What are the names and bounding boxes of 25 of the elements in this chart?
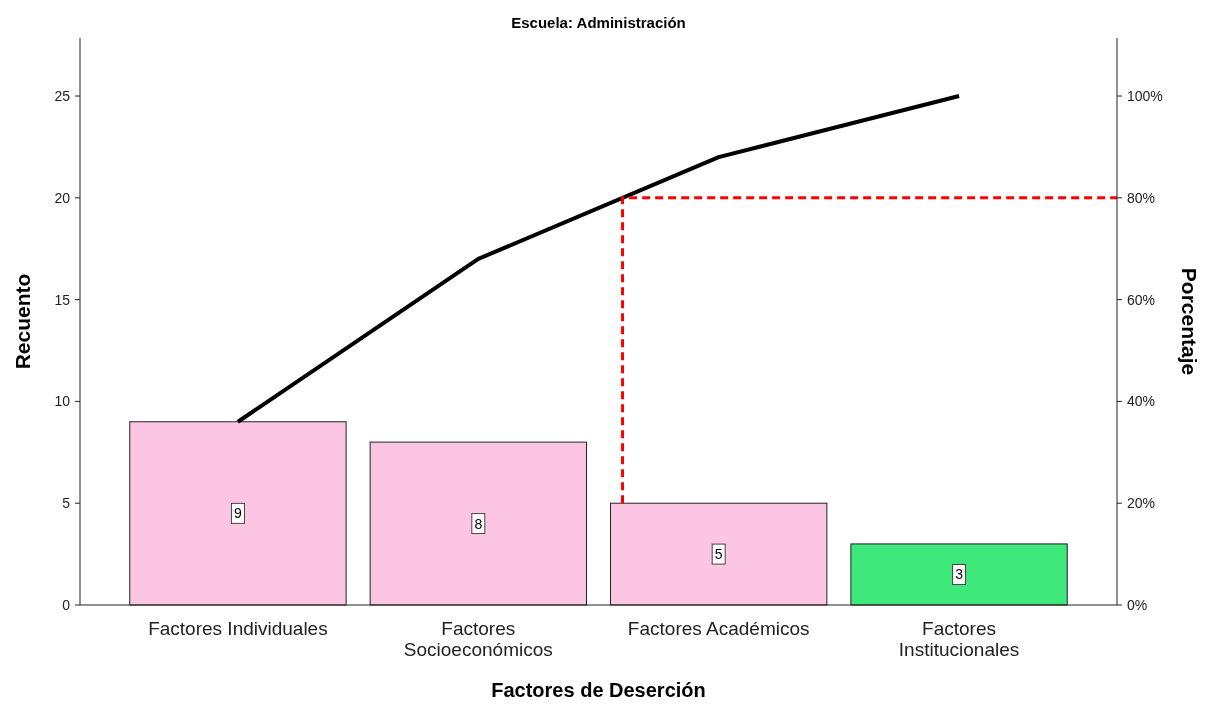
x-tick-label: Factores Individuales <box>148 618 328 639</box>
x-tick-label: Factores Académicos <box>627 618 810 639</box>
x-tick-label: Factores Institucionales <box>898 618 1020 660</box>
y2-tick-label: 20% <box>1127 495 1156 512</box>
y2-axis-title: Porcentaje <box>1178 267 1201 376</box>
y2-tick-label: 40% <box>1127 393 1156 410</box>
chart-title: Escuela: Administración <box>511 14 686 31</box>
y2-tick-label: 80% <box>1127 189 1156 206</box>
y-tick-label: 0 <box>62 597 71 613</box>
data-label: 9 <box>234 505 243 522</box>
x-axis-title: Factores de Deserción <box>491 679 706 701</box>
data-label: 5 <box>714 546 723 563</box>
y-tick-label: 20 <box>54 189 71 206</box>
y2-tick-label: 100% <box>1127 88 1163 105</box>
data-label: 8 <box>474 515 483 532</box>
y2-tick-label: 0% <box>1127 597 1148 613</box>
y2-tick-label: 60% <box>1127 291 1156 308</box>
y-tick-label: 5 <box>62 495 71 512</box>
y-axis-title: Recuento <box>11 273 34 370</box>
data-label: 3 <box>955 566 964 583</box>
x-tick-label: Factores Socioeconómicos <box>403 618 553 660</box>
y-tick-label: 10 <box>54 393 71 410</box>
y-tick-label: 25 <box>54 88 71 105</box>
y-tick-label: 15 <box>54 291 71 308</box>
line-series <box>235 94 962 424</box>
